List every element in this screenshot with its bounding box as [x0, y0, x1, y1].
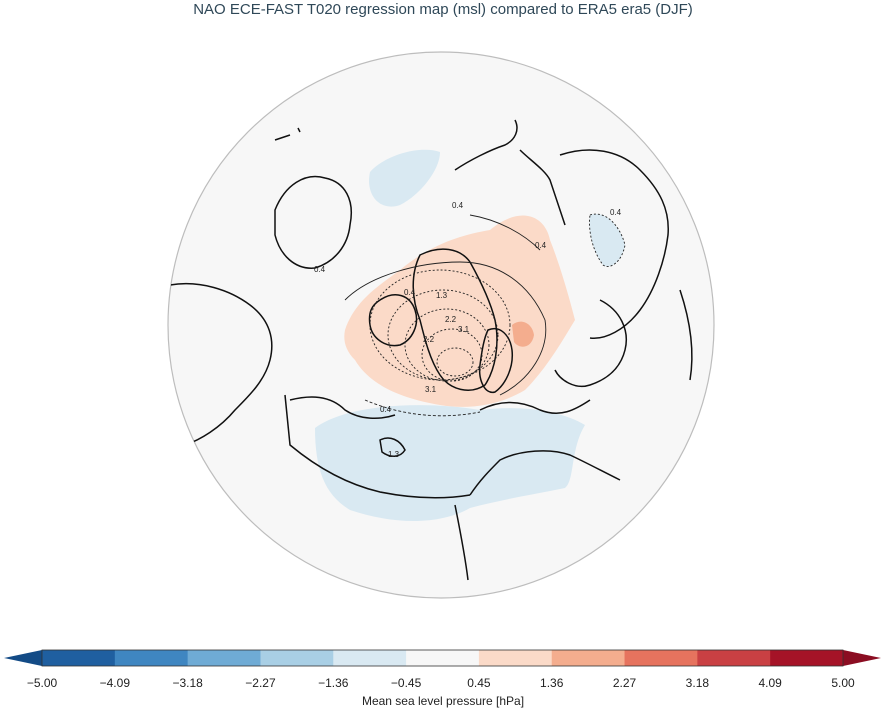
contour-label-11: 1.3	[388, 450, 400, 459]
colorbar-tick-label: 5.00	[831, 676, 855, 690]
colorbar-segment	[624, 650, 698, 666]
colorbar-segment	[114, 650, 189, 666]
contour-label-4: 0.4	[314, 265, 326, 274]
negative-anomaly-asia	[589, 214, 625, 267]
colorbar-label: Mean sea level pressure [hPa]	[361, 694, 525, 708]
contours	[344, 213, 626, 417]
contour-label-12: 0.4	[380, 405, 392, 414]
colorbar-segment	[406, 650, 480, 666]
colorbar-segment	[478, 650, 553, 666]
contour-label-1: 0.4	[452, 201, 464, 210]
contour-label-8: 2.2	[423, 335, 435, 344]
negative-anomaly-pacific	[369, 149, 440, 207]
colorbar-segment	[551, 650, 626, 666]
polar-map: 0.4 0.4 0.4 0.4 0.4 1.3 2.2 2.2 3.1 3.1 …	[167, 51, 715, 599]
contour-label-7: 2.2	[445, 315, 457, 324]
positive-anomaly-core	[512, 321, 534, 347]
contour-label-5: 0.4	[404, 288, 416, 297]
contour-label-2: 0.4	[535, 241, 547, 250]
positive-anomaly-arctic	[344, 215, 575, 407]
colorbar-tick-label: −5.00	[26, 676, 58, 690]
colorbar-segment	[333, 650, 407, 666]
contour-label-3: 0.4	[610, 208, 622, 217]
colorbar-segment	[187, 650, 261, 666]
colorbar-over-arrow	[843, 650, 881, 666]
colorbar-segment	[260, 650, 334, 666]
contour-label-10: 3.1	[425, 385, 437, 394]
figure-title: NAO ECE-FAST T020 regression map (msl) c…	[193, 1, 693, 18]
colorbar-tick-label: −4.09	[99, 676, 130, 690]
colorbar-tick-label: 3.18	[685, 676, 710, 690]
contour-label-6: 1.3	[436, 291, 448, 300]
colorbar-tick-label: 1.36	[540, 676, 564, 690]
colorbar-tick-label: −3.18	[172, 676, 203, 690]
colorbar-under-arrow	[4, 650, 42, 666]
colorbar-tick-label: −1.36	[318, 676, 349, 690]
colorbar-tick-label: −2.27	[245, 676, 276, 690]
coastlines	[169, 119, 693, 581]
colorbar-tick-label: 4.09	[758, 676, 782, 690]
colorbar-segment	[697, 650, 771, 666]
colorbar-tick-label: 0.45	[467, 676, 491, 690]
contour-label-9: 3.1	[458, 325, 470, 334]
colorbar-segment	[42, 650, 116, 666]
colorbar	[4, 649, 881, 667]
colorbar-segment	[770, 650, 844, 666]
colorbar-tick-label: −0.45	[390, 676, 422, 690]
colorbar-tick-label: 2.27	[612, 676, 637, 690]
